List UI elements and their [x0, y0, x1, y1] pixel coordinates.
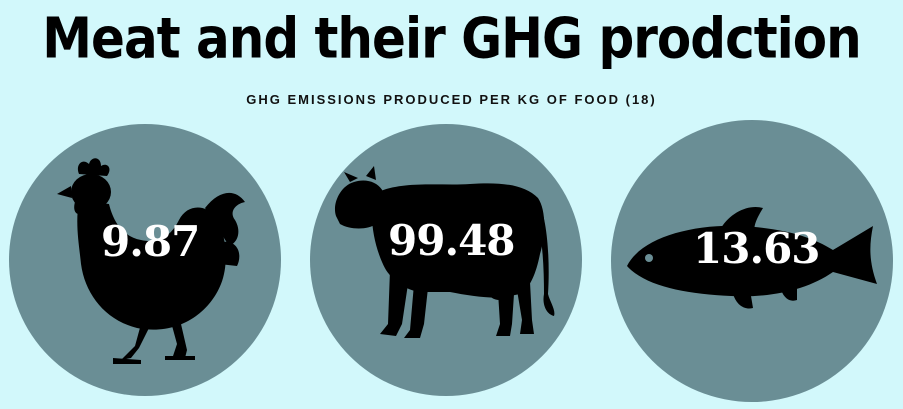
cow-icon	[334, 166, 555, 338]
cow-value: 99.48	[388, 216, 516, 265]
page-subtitle: GHG EMISSIONS PRODUCED PER KG OF FOOD (1…	[246, 92, 657, 107]
chicken-icon	[57, 158, 245, 364]
page-title: Meat and their GHG prodction	[42, 6, 861, 71]
fish-icon	[627, 206, 877, 309]
fish-value: 13.63	[693, 224, 821, 273]
chicken-value: 9.87	[101, 217, 200, 266]
cow-circle: 99.48	[310, 124, 582, 396]
fish-circle: 13.63	[611, 120, 893, 402]
chicken-circle: 9.87	[9, 124, 281, 396]
